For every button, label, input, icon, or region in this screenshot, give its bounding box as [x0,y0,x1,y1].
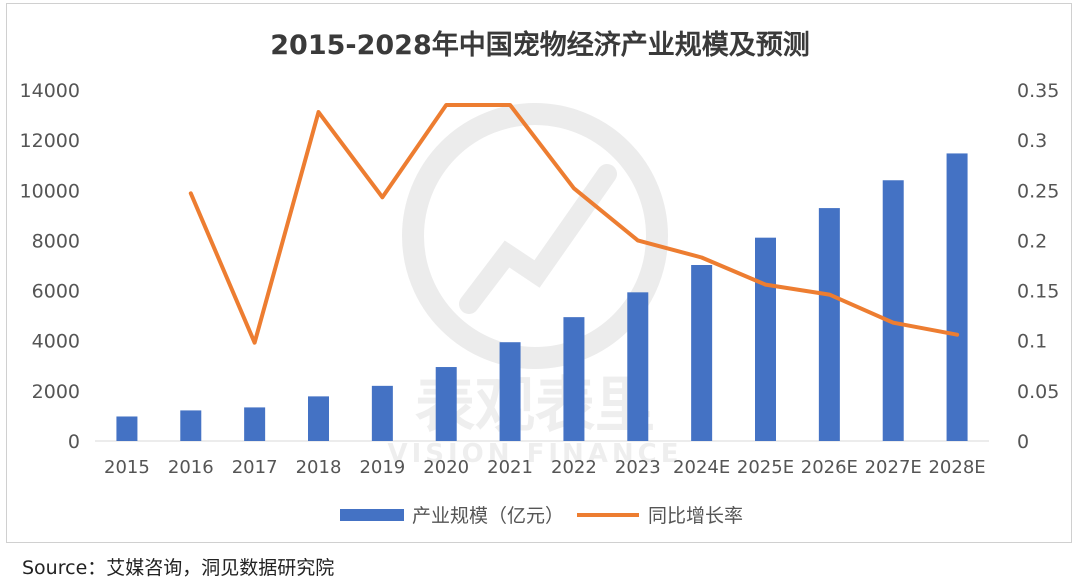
bar-2016 [180,410,202,441]
x-tick-label: 2021 [487,457,533,478]
x-tick-label: 2023 [615,457,661,478]
bar-2021 [499,342,521,441]
x-tick-label: 2028E [928,457,985,478]
x-tick-label: 2027E [865,457,922,478]
y-left-tick-label: 4000 [32,331,80,353]
chart-frame: 表观表里 VISION FINANCE 2015-2028年中国宠物经济产业规模及… [6,3,1072,543]
y-left-tick-label: 0 [68,431,80,453]
bar-2027E [882,180,904,441]
watermark-subtext: VISION FINANCE [387,439,682,469]
y-left-tick-label: 6000 [32,281,80,303]
x-tick-label: 2018 [296,457,342,478]
x-tick-label: 2015 [104,457,150,478]
x-tick-label: 2019 [359,457,405,478]
y-right-tick-label: 0.1 [1017,331,1047,353]
y-axis-right: 0 0.05 0.1 0.15 0.2 0.25 0.3 0.35 [1017,80,1059,453]
line-series [188,103,960,345]
y-left-tick-label: 10000 [20,180,80,202]
x-tick-label: 2016 [168,457,214,478]
y-right-tick-label: 0.2 [1017,230,1047,252]
y-left-tick-label: 2000 [32,381,80,403]
x-tick-label: 2022 [551,457,597,478]
x-tick-label: 2020 [423,457,469,478]
source-note: Source：艾媒咨询，洞见数据研究院 [22,557,335,579]
bar-2015 [116,416,138,441]
y-right-tick-label: 0 [1017,431,1029,453]
y-left-tick-label: 8000 [32,230,80,252]
y-right-tick-label: 0.05 [1017,381,1059,403]
y-right-tick-label: 0.35 [1017,80,1059,102]
x-tick-label: 2024E [673,457,730,478]
y-axis-left: 0 2000 4000 6000 8000 10000 12000 14000 [20,80,80,453]
y-right-tick-label: 0.25 [1017,180,1059,202]
legend-label-bar: 产业规模（亿元） [412,505,564,527]
y-right-tick-label: 0.15 [1017,281,1059,303]
legend-label-line: 同比增长率 [648,505,743,527]
legend-swatch-bar [340,509,404,521]
legend: 产业规模（亿元） 同比增长率 [340,505,743,527]
y-left-tick-label: 14000 [20,80,80,102]
y-left-tick-label: 12000 [20,130,80,152]
bar-2025E [755,237,776,441]
bar-2024E [691,264,713,441]
bar-2020 [435,367,457,441]
y-right-tick-label: 0.3 [1017,130,1047,152]
bar-2028E [946,153,968,441]
bar-series [116,153,968,441]
bar-2026E [818,208,840,441]
bar-2019 [371,385,393,441]
x-tick-label: 2017 [232,457,278,478]
bar-2022 [563,317,585,441]
x-tick-label: 2025E [737,457,794,478]
chart-title: 2015-2028年中国宠物经济产业规模及预测 [270,29,810,61]
watermark-ring [402,103,668,369]
x-tick-label: 2026E [801,457,858,478]
x-axis-labels: 2015 2016 2017 2018 2019 2020 2021 2022 2023 2024… [104,457,986,478]
bar-2017 [244,407,266,441]
watermark-arrow [459,164,617,314]
bar-2023 [627,292,649,441]
bar-2018 [308,396,329,441]
